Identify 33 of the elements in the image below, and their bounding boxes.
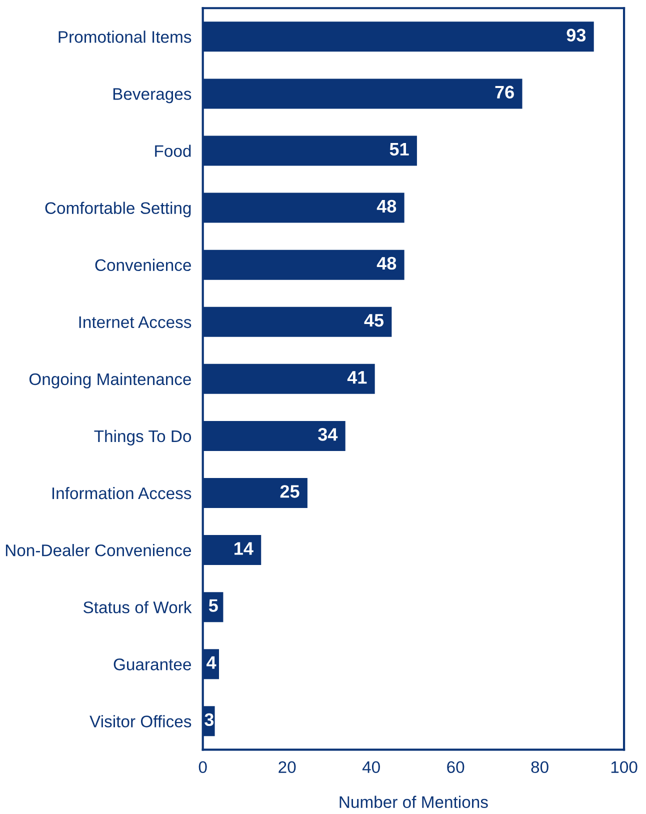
x-tick-label: 40	[362, 761, 380, 774]
y-tick-label: Status of Work	[83, 601, 192, 614]
data-label: 34	[318, 428, 338, 441]
x-tick-label: 60	[447, 761, 464, 774]
data-label: 14	[234, 542, 254, 555]
y-tick-label: Visitor Offices	[90, 715, 192, 728]
data-label: 48	[376, 200, 396, 213]
y-tick-label: Internet Access	[79, 316, 192, 328]
x-tick-label: 0	[198, 761, 207, 774]
y-tick-label: Non-Dealer Convenience	[6, 544, 192, 556]
y-tick-label: Comfortable Setting	[45, 202, 191, 218]
data-label: 25	[280, 485, 300, 498]
data-label: 93	[566, 28, 586, 42]
data-label: 5	[208, 599, 218, 612]
data-label: 51	[390, 142, 409, 156]
y-tick-label: Convenience	[95, 258, 191, 272]
data-label: 4	[206, 656, 216, 669]
x-tick-label: 100	[611, 761, 638, 774]
y-tick-label: Promotional Items	[58, 30, 192, 43]
data-label: 76	[495, 86, 514, 99]
y-tick-label: Guarantee	[114, 658, 191, 670]
data-label: 45	[364, 314, 384, 327]
y-tick-label: Things To Do	[94, 430, 192, 446]
y-tick-label: Ongoing Maintenance	[29, 372, 192, 388]
y-tick-label: Beverages	[113, 88, 192, 104]
x-axis-title: Number of Mentions	[340, 796, 488, 808]
x-tick-label: 20	[278, 761, 296, 774]
y-tick-label: Food	[155, 144, 191, 157]
data-label: 48	[376, 256, 396, 270]
data-label: 3	[204, 713, 214, 726]
data-label: 41	[347, 371, 367, 384]
y-tick-label: Information Access	[52, 486, 192, 500]
x-tick-label: 80	[531, 761, 548, 774]
